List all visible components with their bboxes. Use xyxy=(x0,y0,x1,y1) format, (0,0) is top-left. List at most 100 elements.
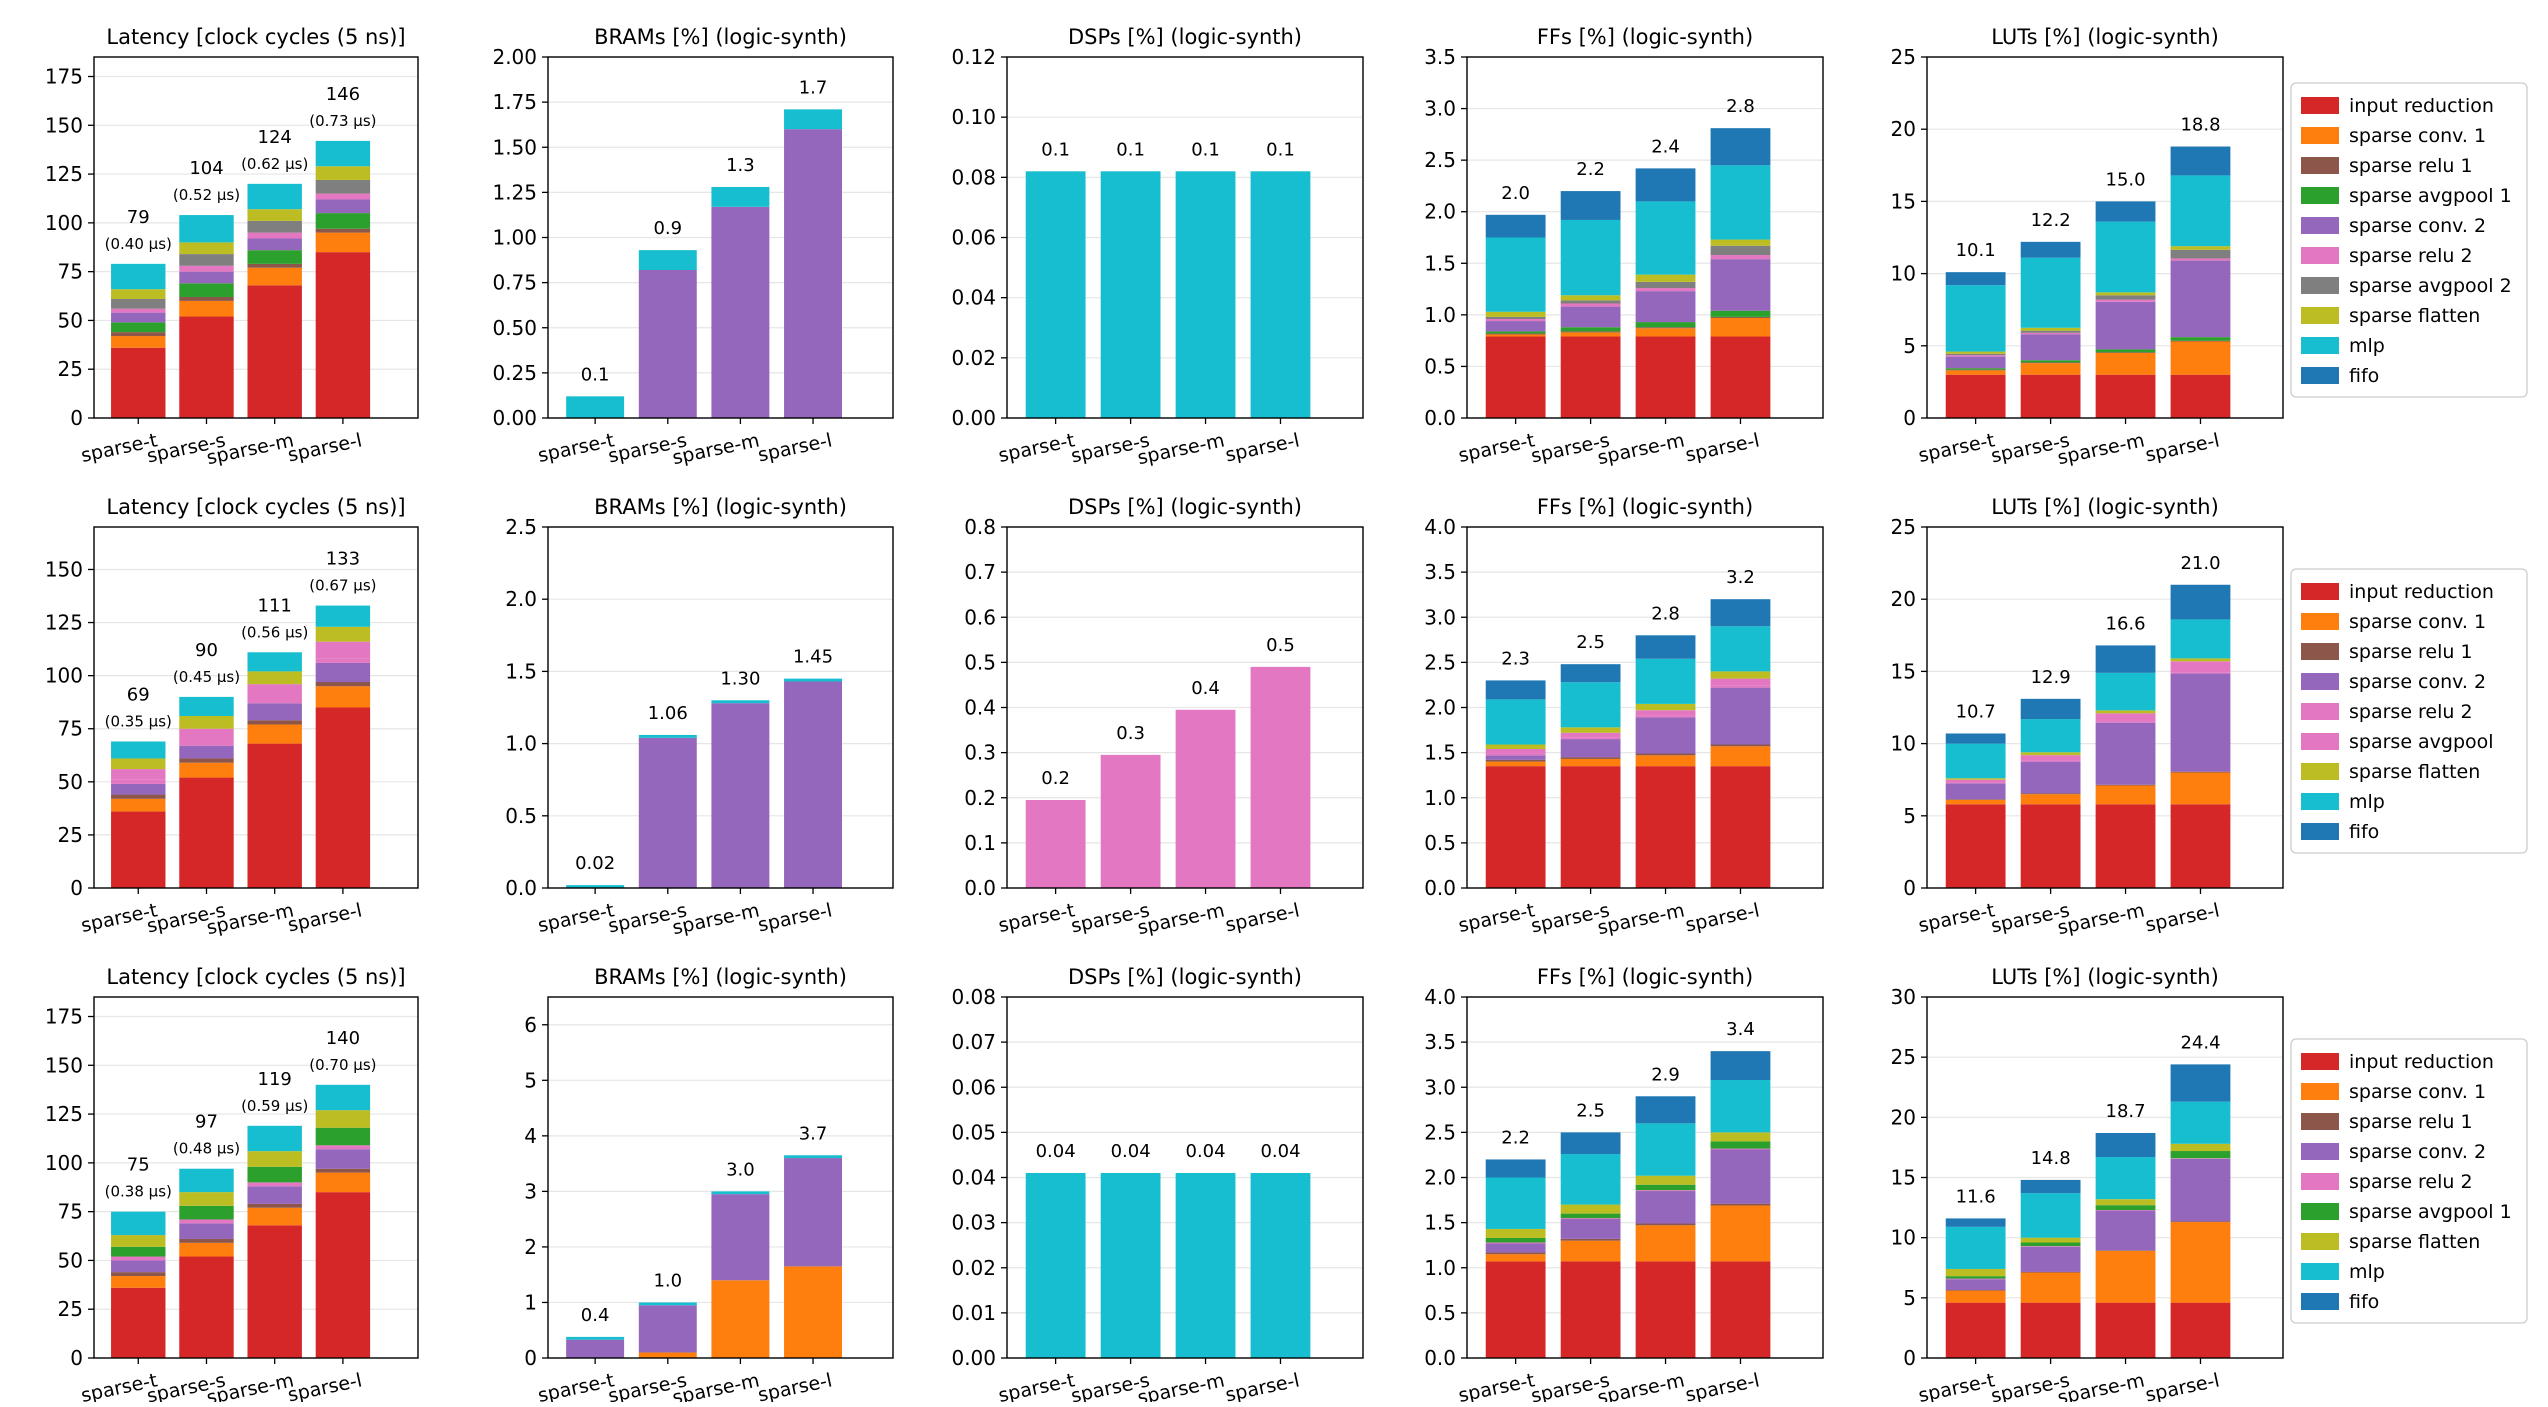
legend-item-label: sparse avgpool 1 xyxy=(2349,1201,2512,1223)
bar-segment xyxy=(711,1280,770,1358)
bar-segment xyxy=(315,1084,371,1111)
panel-12: BRAMs [%] (logic-synth) 0.4 sparse-t 1.0 spa… xyxy=(524,965,894,1407)
y-tick-label: 15 xyxy=(1891,189,1916,213)
bar-segment xyxy=(1485,333,1546,335)
x-tick-label: sparse-l xyxy=(286,899,364,936)
bar-segment xyxy=(1485,316,1546,319)
y-tick-label: 1.0 xyxy=(505,732,537,756)
bar-segment xyxy=(1485,1252,1546,1255)
x-tick-label: sparse-l xyxy=(1223,1369,1301,1402)
panel-11: Latency [clock cycles (5 ns)] 75 (0.38 μs)… xyxy=(45,965,419,1407)
bar-segment xyxy=(2020,760,2081,762)
bar-total-label: 3.0 xyxy=(726,1159,755,1180)
bar-segment xyxy=(1635,1184,1696,1191)
x-tick-label: sparse-l xyxy=(286,429,364,466)
bar-segment xyxy=(1635,1096,1696,1124)
y-tick-label: 0.5 xyxy=(964,650,996,674)
bar-segment xyxy=(711,206,770,418)
bar-segment xyxy=(315,1192,371,1358)
bar-segment xyxy=(2170,1302,2231,1358)
bar-segment xyxy=(1710,1080,1771,1133)
y-tick-label: 1.00 xyxy=(492,226,537,250)
bar-latency-label: (0.48 μs) xyxy=(173,1140,240,1158)
panel-6: Latency [clock cycles (5 ns)] 69 (0.35 μs)… xyxy=(45,495,419,939)
y-tick-label: 0.6 xyxy=(964,605,996,629)
x-tick-label: sparse-l xyxy=(756,899,834,936)
bar-segment xyxy=(179,300,234,317)
legend-item-label: sparse flatten xyxy=(2349,1231,2480,1253)
bar-segment xyxy=(1635,274,1696,282)
bar-total-label: 90 xyxy=(195,640,218,661)
bar-segment xyxy=(315,658,371,663)
y-tick-label: 15 xyxy=(1891,1166,1916,1190)
bar-segment xyxy=(638,1352,697,1358)
x-tick-label: sparse-l xyxy=(1223,429,1301,466)
bar-segment xyxy=(179,1192,234,1206)
bar-segment xyxy=(179,1219,234,1224)
bar-segment xyxy=(1485,1228,1546,1238)
y-tick-label: 75 xyxy=(58,717,83,741)
panel-title: BRAMs [%] (logic-synth) xyxy=(594,965,847,989)
y-tick-label: 100 xyxy=(45,211,83,235)
bar-total-label: 14.8 xyxy=(2031,1148,2071,1169)
bar-total-label: 69 xyxy=(127,684,150,705)
y-tick-label: 5 xyxy=(1903,334,1916,358)
y-tick-label: 20 xyxy=(1891,1105,1916,1129)
y-tick-label: 5 xyxy=(524,1068,537,1092)
y-tick-label: 10 xyxy=(1891,732,1916,756)
x-tick-label: sparse-m xyxy=(2056,429,2147,469)
bar-segment xyxy=(711,703,770,888)
bar-segment xyxy=(179,265,234,272)
legend-item-label: sparse flatten xyxy=(2349,761,2480,783)
bar-segment xyxy=(2170,658,2231,662)
y-tick-label: 1.0 xyxy=(1424,786,1456,810)
bar-segment xyxy=(179,1238,234,1243)
legend-swatch xyxy=(2301,1143,2339,1160)
bar-segment xyxy=(1485,1254,1546,1262)
bar-segment xyxy=(1250,666,1311,888)
bar-segment xyxy=(1945,285,2006,352)
bar-segment xyxy=(1635,1261,1696,1358)
bar-segment xyxy=(111,811,166,888)
bar-segment xyxy=(784,681,843,888)
bar-segment xyxy=(1710,626,1771,672)
legend-swatch xyxy=(2301,583,2339,600)
bar-total-label: 0.1 xyxy=(581,364,610,385)
legend-item-label: sparse flatten xyxy=(2349,305,2480,327)
y-tick-label: 0.1 xyxy=(964,831,996,855)
bar-segment xyxy=(1485,749,1546,754)
bar-segment xyxy=(1025,800,1086,888)
bar-segment xyxy=(1635,755,1696,767)
bar-segment xyxy=(179,242,234,255)
bar-segment xyxy=(1560,1219,1621,1239)
y-tick-label: 0.00 xyxy=(951,406,996,430)
bar-segment xyxy=(1635,1223,1696,1226)
panel-title: DSPs [%] (logic-synth) xyxy=(1068,25,1302,49)
legend-item-label: sparse avgpool 2 xyxy=(2349,275,2512,297)
bar-segment xyxy=(2170,337,2231,341)
bar-total-label: 3.4 xyxy=(1726,1019,1755,1040)
bar-segment xyxy=(1710,1141,1771,1149)
x-tick-label: sparse-m xyxy=(2056,1369,2147,1402)
legend-item-label: sparse relu 1 xyxy=(2349,1111,2473,1133)
bar-segment xyxy=(1560,1238,1621,1241)
bar-total-label: 0.4 xyxy=(581,1305,610,1326)
bar-latency-label: (0.67 μs) xyxy=(309,577,376,595)
y-tick-label: 1.50 xyxy=(492,135,537,159)
y-tick-label: 3.5 xyxy=(1424,560,1456,584)
bar-segment xyxy=(1100,1172,1161,1358)
bar-segment xyxy=(2170,258,2231,261)
legend-swatch xyxy=(2301,703,2339,720)
y-tick-label: 0.10 xyxy=(951,105,996,129)
bar-segment xyxy=(638,269,697,418)
bar-segment xyxy=(315,1172,371,1193)
bar-segment xyxy=(1560,757,1621,759)
bar-segment xyxy=(247,263,302,268)
bar-segment xyxy=(111,332,166,337)
bar-total-label: 10.7 xyxy=(1956,701,1996,722)
bar-total-label: 1.0 xyxy=(653,1270,682,1291)
y-tick-label: 1.75 xyxy=(492,90,537,114)
bar-segment xyxy=(1710,1261,1771,1358)
legend-swatch xyxy=(2301,217,2339,234)
